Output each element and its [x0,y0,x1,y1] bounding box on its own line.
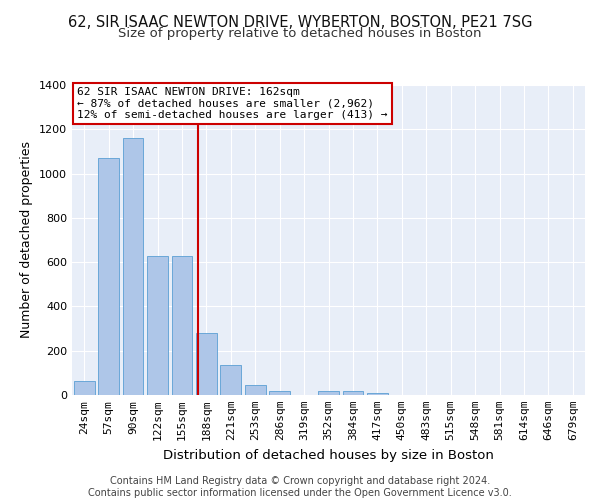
X-axis label: Distribution of detached houses by size in Boston: Distribution of detached houses by size … [163,448,494,462]
Y-axis label: Number of detached properties: Number of detached properties [20,142,34,338]
Bar [269,390,290,395]
Text: Size of property relative to detached houses in Boston: Size of property relative to detached ho… [118,28,482,40]
Bar [343,390,364,395]
Text: 62 SIR ISAAC NEWTON DRIVE: 162sqm
← 87% of detached houses are smaller (2,962)
1: 62 SIR ISAAC NEWTON DRIVE: 162sqm ← 87% … [77,86,388,120]
Bar [318,390,339,395]
Bar [196,333,217,395]
Bar [245,385,266,395]
Text: 62, SIR ISAAC NEWTON DRIVE, WYBERTON, BOSTON, PE21 7SG: 62, SIR ISAAC NEWTON DRIVE, WYBERTON, BO… [68,15,532,30]
Bar [74,380,95,395]
Bar [98,158,119,395]
Bar [147,256,168,395]
Bar [220,365,241,395]
Bar [172,256,193,395]
Bar [367,393,388,395]
Bar [122,138,143,395]
Text: Contains HM Land Registry data © Crown copyright and database right 2024.
Contai: Contains HM Land Registry data © Crown c… [88,476,512,498]
